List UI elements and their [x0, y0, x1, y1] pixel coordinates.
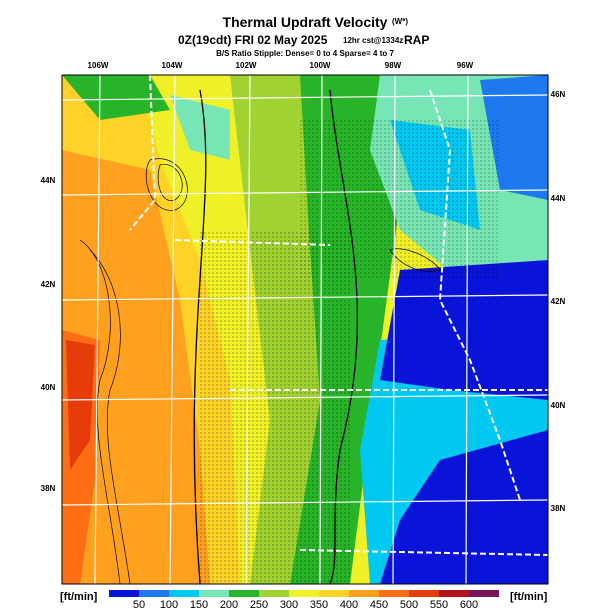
colorbar-tick-label: 550 [430, 599, 448, 611]
map-field [62, 75, 548, 584]
longitude-label: 98W [385, 61, 402, 70]
colorbar-tick-label: 250 [250, 599, 268, 611]
colorbar-segment [229, 590, 259, 597]
longitude-label: 106W [88, 61, 109, 70]
latitude-label: 42N [41, 280, 56, 289]
latitude-label: 38N [41, 484, 56, 493]
latitude-label: 38N [551, 504, 566, 513]
longitude-label: 96W [457, 61, 474, 70]
colorbar-tick-label: 400 [340, 599, 358, 611]
latitude-label: 40N [41, 383, 56, 392]
latitude-label: 42N [551, 297, 566, 306]
longitude-label: 102W [236, 61, 257, 70]
title-symbol: (W*) [392, 17, 408, 26]
colorbar-unit-right: [ft/min] [510, 591, 548, 603]
colorbar-segment [289, 590, 319, 597]
colorbar-tick-label: 100 [160, 599, 178, 611]
colorbar-tick-label: 500 [400, 599, 418, 611]
colorbar-segment [259, 590, 289, 597]
valid-time: 0Z(19cdt) FRI 02 May 2025 [178, 33, 328, 47]
latitude-label: 44N [551, 194, 566, 203]
colorbar-segment [379, 590, 409, 597]
colorbar-segment [439, 590, 469, 597]
colorbar-segment [139, 590, 169, 597]
longitude-label: 100W [310, 61, 331, 70]
colorbar-unit-left: [ft/min] [60, 591, 98, 603]
latitude-label: 46N [551, 90, 566, 99]
colorbar-tick-label: 50 [133, 599, 145, 611]
latitude-label: 40N [551, 401, 566, 410]
colorbar-segment [169, 590, 199, 597]
latitude-label: 44N [41, 176, 56, 185]
colorbar-tick-label: 450 [370, 599, 388, 611]
colorbar-tick-label: 200 [220, 599, 238, 611]
colorbar-segment [109, 590, 139, 597]
colorbar-tick-label: 350 [310, 599, 328, 611]
colorbar-segment [349, 590, 379, 597]
colorbar-segment [409, 590, 439, 597]
colorbar-segment [319, 590, 349, 597]
title: Thermal Updraft Velocity [223, 14, 388, 30]
colorbar-segment [469, 590, 499, 597]
colorbar-segment [199, 590, 229, 597]
forecast: 12hr cst@1334z [343, 36, 403, 45]
map-frame [61, 74, 549, 585]
colorbar-tick-label: 150 [190, 599, 208, 611]
longitude-label: 104W [162, 61, 183, 70]
model: RAP [404, 33, 429, 47]
colorbar-tick-label: 300 [280, 599, 298, 611]
colorbar-tick-label: 600 [460, 599, 478, 611]
stipple-note: B/S Ratio Stipple: Dense= 0 to 4 Sparse=… [216, 49, 394, 58]
